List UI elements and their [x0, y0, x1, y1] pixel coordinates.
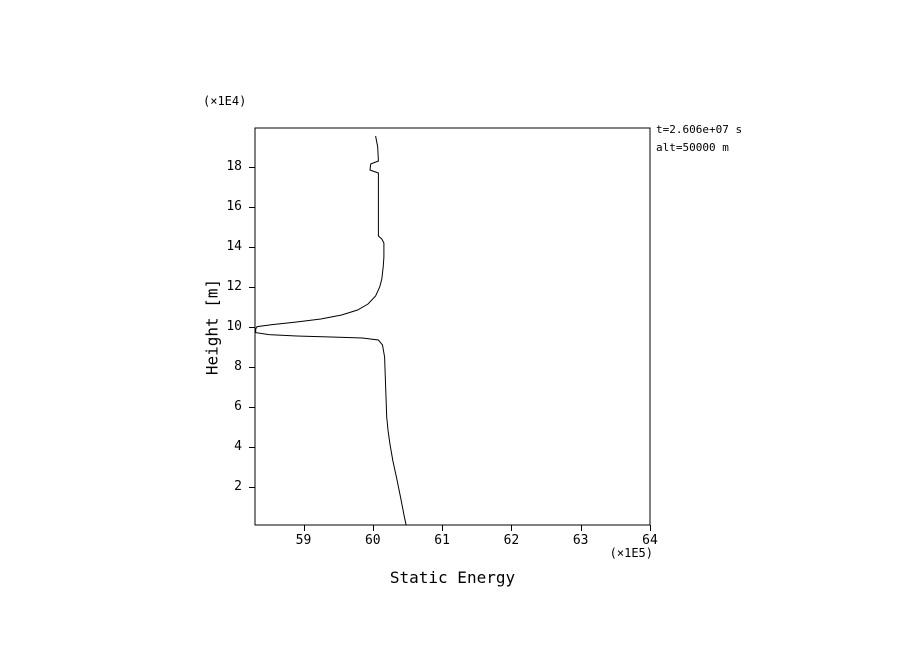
y-tick-label: 14: [226, 239, 242, 254]
x-axis-title: Static Energy: [389, 568, 516, 587]
y-tick-label: 16: [226, 199, 242, 214]
x-tick-label: 62: [503, 533, 520, 548]
x-tick-label: 63: [572, 533, 589, 548]
y-tick-label: 4: [234, 439, 242, 454]
annotation-altitude: alt=50000 m: [656, 141, 729, 154]
y-tick-label: 10: [226, 319, 242, 334]
y-tick-label: 6: [234, 399, 242, 414]
y-tick-label: 8: [234, 359, 242, 374]
data-line-static-energy-profile: [255, 135, 407, 526]
y-axis-scale-note: (×1E4): [203, 94, 247, 108]
y-tick-label: 12: [226, 279, 242, 294]
y-tick-label: 2: [234, 479, 242, 494]
x-tick-label: 64: [642, 533, 658, 548]
x-tick-label: 60: [364, 533, 381, 548]
x-tick-label: 61: [434, 533, 450, 548]
x-tick-label: 59: [295, 533, 312, 548]
annotation-time: t=2.606e+07 s: [656, 123, 743, 136]
x-axis-scale-note: (×1E5): [609, 546, 653, 560]
y-tick-label: 18: [226, 159, 242, 174]
plot-frame: [254, 127, 651, 526]
